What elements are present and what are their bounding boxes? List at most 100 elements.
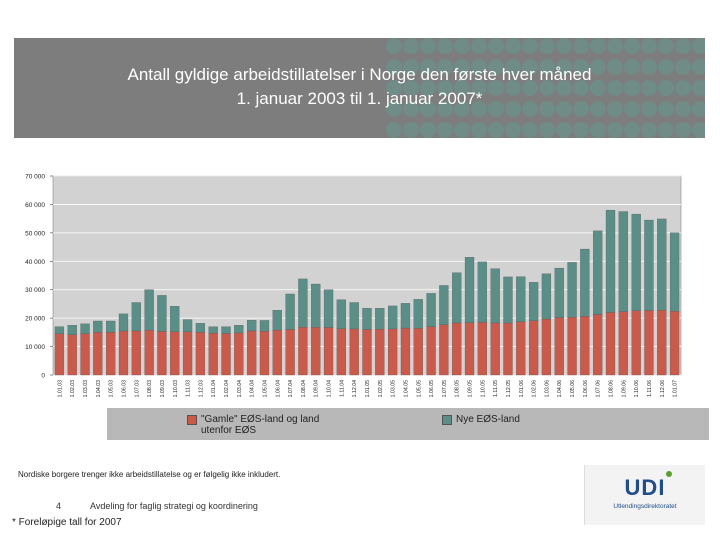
chart-title: Antall gyldige arbeidstillatelser i Norg… (14, 63, 705, 111)
header-dot (556, 59, 572, 75)
header-dot (590, 38, 606, 54)
header-dot (556, 122, 572, 138)
header-dot (641, 59, 657, 75)
bar-series2 (387, 305, 398, 330)
bar-series2 (54, 326, 65, 334)
bar-series1 (669, 311, 680, 376)
x-tick-label: 1.11.04 (339, 380, 345, 397)
header-dot (454, 80, 470, 96)
x-tick-label: 1.04.05 (403, 380, 409, 397)
bar-series2 (554, 267, 564, 318)
header-dot (420, 101, 436, 117)
bar-series1 (541, 318, 552, 376)
bar-series2 (221, 326, 231, 334)
bar-series2 (644, 219, 654, 311)
x-tick-label: 1.12.04 (352, 380, 358, 397)
page-number: 4 (56, 501, 62, 511)
bar-series2 (311, 283, 321, 328)
header-dot (624, 122, 640, 138)
header-dot (624, 80, 640, 96)
x-tick-label: 1.01.06 (519, 380, 525, 397)
header-dot (539, 101, 555, 117)
y-tick-label: 60 000 (25, 202, 45, 209)
bar-series2 (336, 299, 347, 329)
bar-series1 (413, 328, 423, 376)
header-dot (641, 38, 657, 54)
x-tick-label: 1.08.03 (147, 380, 153, 397)
legend-label-series2: Nye EØS-land (456, 414, 520, 425)
bar-series2 (208, 326, 218, 334)
header-dot (692, 59, 705, 75)
header-dot (539, 38, 555, 54)
header-dot (658, 80, 674, 96)
bar-series2 (362, 308, 372, 330)
header-dot (471, 80, 487, 96)
x-tick-label: 1.11.03 (186, 380, 192, 397)
legend-swatch-series2 (442, 415, 452, 425)
y-tick-label: 50 000 (25, 230, 45, 237)
bar-series1 (80, 333, 90, 376)
x-tick-label: 1.09.06 (621, 380, 627, 397)
bar-series2 (182, 319, 193, 332)
bar-series1 (298, 327, 308, 376)
header-dot (607, 38, 623, 54)
x-tick-label: 1.06.05 (429, 380, 435, 397)
bar-series1 (426, 326, 436, 376)
header-dot (658, 59, 674, 75)
header-dot (556, 80, 572, 96)
bar-series1 (387, 328, 398, 376)
header-dot (454, 38, 470, 54)
header-dot (437, 80, 453, 96)
x-tick-label: 1.05.05 (416, 380, 422, 397)
bar-series2 (593, 230, 603, 315)
x-tick-label: 1.08.05 (455, 380, 461, 397)
header-dot (488, 59, 504, 75)
header-dot (658, 122, 674, 138)
chart-legend: "Gamle" EØS-land og land utenfor EØS Nye… (107, 408, 709, 440)
header-dot (488, 122, 504, 138)
header-dot (675, 101, 691, 117)
header-dot (420, 59, 436, 75)
header-dot (471, 101, 487, 117)
header-dot (522, 38, 538, 54)
header-dot (607, 59, 623, 75)
bar-series2 (272, 310, 282, 331)
header-dot (624, 59, 640, 75)
bar-series1 (464, 322, 475, 376)
header-dot (522, 80, 538, 96)
y-tick-label: 10 000 (25, 344, 45, 351)
footnote: Nordiske borgere trenger ikke arbeidstil… (18, 470, 281, 479)
bar-series1 (567, 317, 577, 376)
x-tick-label: 1.07.06 (596, 380, 602, 397)
header-dot (454, 101, 470, 117)
x-tick-label: 1.08.06 (609, 380, 615, 397)
header-dot (556, 38, 572, 54)
header-dot (556, 101, 572, 117)
bar-series2 (298, 278, 308, 328)
bar-series1 (208, 333, 218, 376)
bar-series1 (272, 329, 282, 376)
bar-series2 (170, 306, 180, 332)
x-tick-label: 1.04.04 (250, 380, 256, 397)
bar-series2 (118, 313, 129, 332)
header-dot (658, 101, 674, 117)
header-dot (386, 80, 402, 96)
header-dot (471, 59, 487, 75)
x-tick-label: 1.11.05 (493, 380, 499, 397)
bar-series2 (516, 276, 526, 322)
x-tick-label: 1.10.04 (327, 380, 333, 397)
header-dot (386, 38, 402, 54)
bar-series2 (80, 323, 90, 334)
header-dot (692, 101, 705, 117)
bar-series1 (67, 334, 77, 376)
x-tick-label: 1.12.03 (198, 380, 204, 397)
header-dot (607, 101, 623, 117)
header-dot (624, 101, 640, 117)
bar-series2 (247, 319, 257, 332)
x-tick-label: 1.04.03 (96, 380, 102, 397)
x-tick-label: 1.05.04 (262, 380, 268, 397)
bar-series1 (349, 328, 359, 376)
bar-series2 (400, 303, 411, 329)
x-tick-label: 1.05.03 (109, 380, 115, 397)
header-dot (505, 38, 521, 54)
